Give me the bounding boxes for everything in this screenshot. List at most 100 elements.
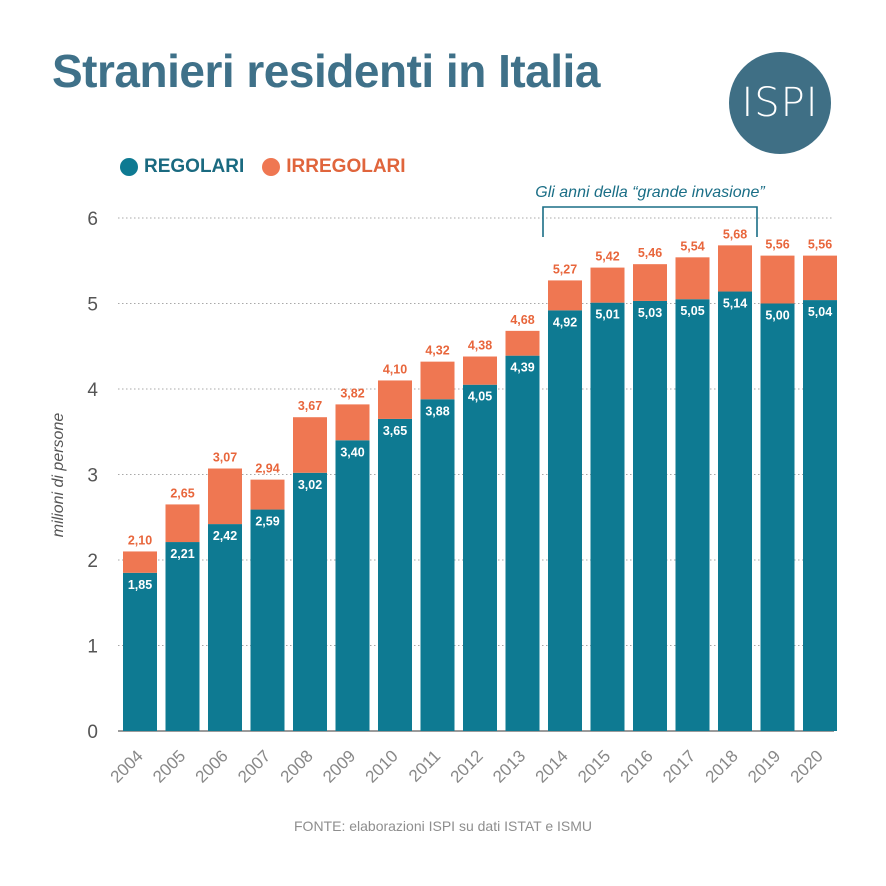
bar-value-label: 3,02 xyxy=(298,478,322,492)
bar-regolari xyxy=(335,440,370,731)
bar-value-label: 4,39 xyxy=(510,361,534,375)
bar-irregolari xyxy=(420,361,455,400)
bar-regolari xyxy=(718,291,752,731)
bar-value-label: 4,05 xyxy=(468,390,492,404)
x-tick-label: 2007 xyxy=(234,746,274,786)
bar-irregolari xyxy=(335,404,370,441)
bar-irregolari xyxy=(633,264,667,301)
y-tick-label: 2 xyxy=(87,551,98,572)
bar-irregolari xyxy=(548,280,582,311)
bar-regolari xyxy=(803,300,837,731)
legend-swatch-irregolari xyxy=(262,158,281,176)
x-tick-label: 2004 xyxy=(107,746,147,786)
total-value-label: 3,82 xyxy=(340,386,364,400)
x-tick-label: 2010 xyxy=(362,746,402,786)
total-value-label: 5,56 xyxy=(808,238,832,252)
bar-regolari xyxy=(675,299,710,731)
legend: REGOLARI IRREGOLARI xyxy=(120,156,406,178)
bar-regolari xyxy=(548,310,582,731)
total-value-label: 5,42 xyxy=(595,250,619,264)
total-value-label: 5,27 xyxy=(553,262,577,276)
bar-regolari xyxy=(760,303,795,731)
bar-regolari xyxy=(463,384,497,731)
legend-label-regolari: REGOLARI xyxy=(144,156,245,177)
total-value-label: 3,67 xyxy=(298,399,322,413)
bar-regolari xyxy=(505,355,540,731)
bar-value-label: 4,92 xyxy=(553,315,577,329)
bar-regolari xyxy=(633,300,667,731)
bar-regolari xyxy=(590,302,625,731)
legend-item-regolari: REGOLARI xyxy=(120,156,244,178)
logo-text: ISPI xyxy=(741,80,819,126)
bar-irregolari xyxy=(165,504,200,543)
y-tick-label: 5 xyxy=(87,295,98,316)
y-tick-label: 1 xyxy=(87,637,98,658)
total-value-label: 5,54 xyxy=(680,239,704,253)
bar-value-label: 5,03 xyxy=(638,306,662,320)
bar-regolari xyxy=(420,399,455,731)
legend-label-irregolari: IRREGOLARI xyxy=(286,156,406,177)
x-tick-label: 2009 xyxy=(319,746,359,786)
bar-irregolari xyxy=(293,417,327,473)
ispi-logo: ISPI xyxy=(729,52,831,154)
legend-item-irregolari: IRREGOLARI xyxy=(262,156,406,178)
bar-irregolari xyxy=(463,356,497,385)
x-tick-label: 2020 xyxy=(787,746,827,786)
total-value-label: 4,32 xyxy=(425,344,449,358)
bar-value-label: 5,00 xyxy=(765,309,789,323)
y-tick-label: 3 xyxy=(87,466,98,487)
x-tick-label: 2013 xyxy=(489,746,529,786)
bar-value-label: 2,42 xyxy=(213,529,237,543)
bar-value-label: 3,40 xyxy=(340,445,364,459)
bar-irregolari xyxy=(760,255,795,304)
legend-swatch-regolari xyxy=(120,158,138,176)
total-value-label: 4,68 xyxy=(510,313,534,327)
total-value-label: 5,56 xyxy=(765,238,789,252)
bar-value-label: 5,05 xyxy=(680,304,704,318)
annotation-bracket xyxy=(542,206,758,237)
bar-irregolari xyxy=(590,267,625,303)
annotation-label: Gli anni della “grande invasione” xyxy=(535,184,765,201)
bar-value-label: 3,65 xyxy=(383,424,407,438)
bar-regolari xyxy=(378,418,412,731)
total-value-label: 2,10 xyxy=(128,533,152,547)
bar-value-label: 5,04 xyxy=(808,305,832,319)
x-tick-label: 2012 xyxy=(447,746,487,786)
bar-irregolari xyxy=(378,380,412,419)
bar-value-label: 2,59 xyxy=(255,515,279,529)
x-tick-label: 2019 xyxy=(744,746,784,786)
total-value-label: 4,10 xyxy=(383,362,407,376)
bar-value-label: 2,21 xyxy=(170,547,194,561)
y-tick-label: 6 xyxy=(87,209,98,230)
bar-regolari xyxy=(250,509,285,731)
total-value-label: 5,46 xyxy=(638,246,662,260)
bar-irregolari xyxy=(208,468,242,525)
bar-irregolari xyxy=(505,330,540,356)
total-value-label: 5,68 xyxy=(723,227,747,241)
y-axis-label: milioni di persone xyxy=(50,413,67,538)
bar-value-label: 5,14 xyxy=(723,297,747,311)
x-tick-label: 2006 xyxy=(192,746,232,786)
x-tick-label: 2017 xyxy=(659,746,699,786)
y-tick-label: 0 xyxy=(87,722,98,743)
x-tick-label: 2008 xyxy=(277,746,317,786)
x-tick-label: 2011 xyxy=(405,746,444,785)
bar-irregolari xyxy=(803,255,837,301)
bar-irregolari xyxy=(675,257,710,300)
bar-regolari xyxy=(165,542,200,731)
bar-regolari xyxy=(293,472,327,731)
total-value-label: 4,38 xyxy=(468,339,492,353)
x-tick-label: 2016 xyxy=(617,746,657,786)
y-tick-label: 4 xyxy=(87,380,98,401)
x-tick-label: 2018 xyxy=(702,746,742,786)
bar-value-label: 1,85 xyxy=(128,578,152,592)
bar-irregolari xyxy=(718,245,752,292)
x-tick-label: 2015 xyxy=(574,746,614,786)
bar-irregolari xyxy=(250,479,285,510)
bar-value-label: 3,88 xyxy=(425,404,449,418)
bar-regolari xyxy=(123,572,157,731)
bar-value-label: 5,01 xyxy=(595,308,619,322)
x-tick-label: 2014 xyxy=(532,746,572,786)
total-value-label: 2,94 xyxy=(255,462,279,476)
chart-title: Stranieri residenti in Italia xyxy=(52,45,600,97)
